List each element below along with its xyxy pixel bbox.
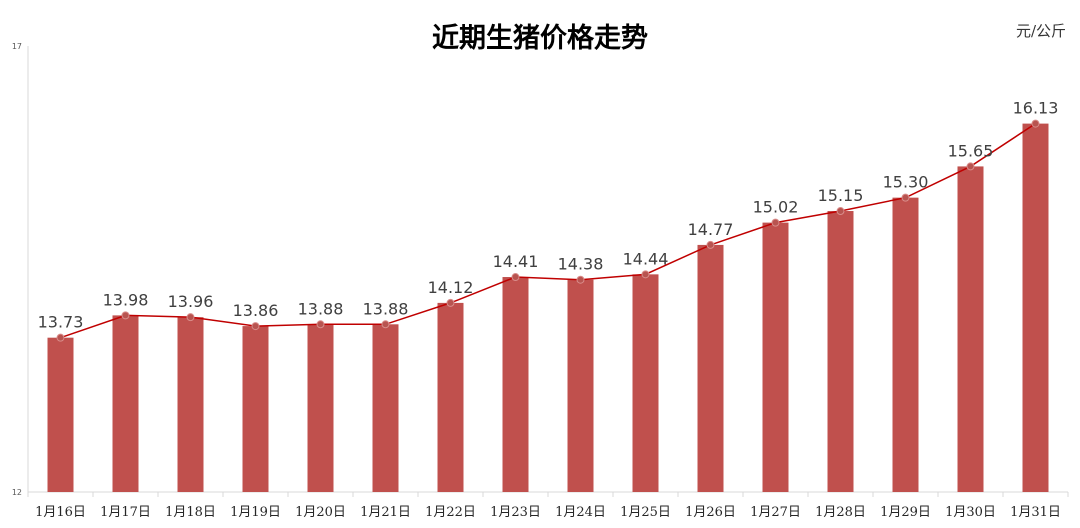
x-tick-label: 1月23日 [490, 505, 541, 520]
unit-label: 元/公斤 [1015, 22, 1066, 40]
y-tick-label: 12 [12, 488, 22, 497]
chart-title: 近期生猪价格走势 [432, 23, 648, 54]
line-point [1031, 119, 1040, 128]
line-point [966, 162, 975, 171]
x-tick-label: 1月25日 [620, 505, 671, 520]
x-tick-label: 1月24日 [555, 505, 606, 520]
bar [892, 197, 919, 492]
y-tick-label: 17 [12, 42, 22, 51]
data-label: 13.98 [103, 290, 149, 309]
x-tick-label: 1月20日 [295, 505, 346, 520]
bar [567, 279, 594, 492]
x-tick-label: 1月29日 [880, 505, 931, 520]
x-tick-label: 1月26日 [685, 505, 736, 520]
data-label: 14.12 [428, 278, 474, 297]
bar [437, 302, 464, 492]
x-tick-label: 1月22日 [425, 505, 476, 520]
bar [697, 244, 724, 492]
line-point [706, 240, 715, 249]
data-label: 15.30 [883, 173, 929, 192]
data-label: 13.73 [38, 313, 84, 332]
data-label: 13.88 [298, 299, 344, 318]
bar [827, 211, 854, 492]
x-tick-label: 1月21日 [360, 505, 411, 520]
bar [1022, 123, 1049, 492]
line-point [381, 320, 390, 329]
line-point [186, 313, 195, 322]
data-label: 14.38 [558, 255, 604, 274]
bar [762, 222, 789, 492]
bar [957, 166, 984, 493]
x-tick-label: 1月17日 [100, 505, 151, 520]
x-tick-label: 1月28日 [815, 505, 866, 520]
line-point [56, 333, 65, 342]
line-point [641, 270, 650, 279]
bar [502, 277, 529, 492]
data-label: 13.96 [168, 292, 214, 311]
data-label: 15.15 [818, 186, 864, 205]
line-point [251, 322, 260, 331]
data-label: 14.44 [623, 249, 669, 268]
bar [372, 324, 399, 492]
data-label: 13.88 [363, 299, 409, 318]
data-label: 14.41 [493, 252, 539, 271]
x-tick-label: 1月16日 [35, 505, 86, 520]
line-point [901, 193, 910, 202]
series-line [60, 122, 1036, 339]
bar [242, 326, 269, 492]
x-tick-label: 1月19日 [230, 505, 281, 520]
x-tick-label: 1月31日 [1010, 505, 1061, 520]
line-point [446, 298, 455, 307]
bar [112, 315, 139, 492]
line-point [121, 311, 130, 320]
data-label: 14.77 [688, 220, 734, 239]
data-label: 15.02 [753, 198, 799, 217]
x-tick-label: 1月27日 [750, 505, 801, 520]
bar [177, 317, 204, 492]
data-label: 16.13 [1013, 99, 1059, 118]
x-tick-label: 1月18日 [165, 505, 216, 520]
line-point [511, 273, 520, 282]
line-point [771, 218, 780, 227]
bar [47, 337, 74, 492]
x-tick-label: 1月30日 [945, 505, 996, 520]
line-point [316, 320, 325, 329]
data-label: 15.65 [948, 141, 994, 160]
line-point [836, 207, 845, 216]
bar [632, 274, 659, 492]
bar [307, 324, 334, 492]
data-label: 13.86 [233, 301, 279, 320]
line-point [576, 275, 585, 284]
